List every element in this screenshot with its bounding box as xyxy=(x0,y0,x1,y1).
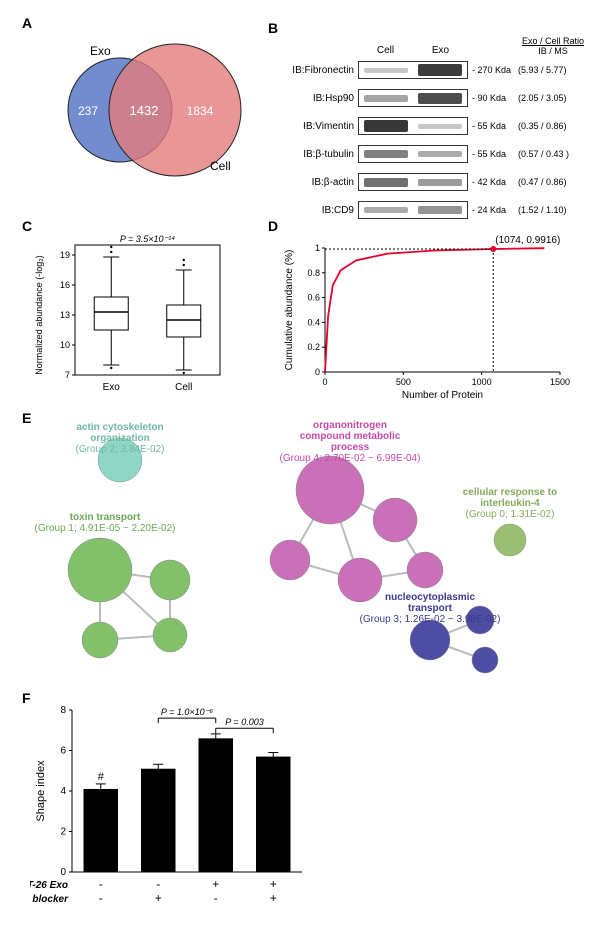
svg-text:1000: 1000 xyxy=(472,377,492,387)
svg-text:0: 0 xyxy=(315,367,320,377)
svg-text:P = 1.0×10⁻⁶: P = 1.0×10⁻⁶ xyxy=(161,707,213,717)
svg-text:+: + xyxy=(212,877,219,891)
kda-label: - 270 Kda xyxy=(468,65,518,75)
ratio-value: (0.35 / 0.86) xyxy=(518,121,588,131)
ratio-value: (1.52 / 1.10) xyxy=(518,205,588,215)
kda-label: - 55 Kda xyxy=(468,149,518,159)
svg-text:Exo: Exo xyxy=(103,382,121,393)
svg-text:0.6: 0.6 xyxy=(307,293,320,303)
col-exo: Exo xyxy=(413,45,468,56)
svg-text:FcR blocker: FcR blocker xyxy=(30,894,69,905)
blot-label: IB:Vimentin xyxy=(280,121,358,132)
svg-text:-: - xyxy=(99,891,103,905)
go-network: actin cytoskeletonorganization(Group 2; … xyxy=(30,420,570,680)
svg-text:1500: 1500 xyxy=(550,377,570,387)
svg-text:500: 500 xyxy=(396,377,411,387)
svg-text:0: 0 xyxy=(60,867,66,878)
kda-label: - 24 Kda xyxy=(468,205,518,215)
svg-text:Exo: Exo xyxy=(90,44,111,58)
svg-text:6: 6 xyxy=(60,746,66,757)
lane-box xyxy=(358,117,468,135)
boxplot: 7 10 13 16 19 Normalized abundance (-log₂) P =… xyxy=(30,230,230,400)
venn-diagram: Exo Cell 237 1432 1834 xyxy=(40,30,260,180)
svg-text:7: 7 xyxy=(65,370,70,380)
svg-text:Cell: Cell xyxy=(175,382,192,393)
svg-text:13: 13 xyxy=(60,310,70,320)
svg-text:237: 237 xyxy=(78,104,98,118)
svg-text:P = 0.003: P = 0.003 xyxy=(225,717,263,727)
blot-row: IB:CD9 - 24 Kda(1.52 / 1.10) xyxy=(280,198,590,222)
kda-label: - 90 Kda xyxy=(468,93,518,103)
ratio-sub: IB / MS xyxy=(518,46,588,56)
svg-text:0.4: 0.4 xyxy=(307,317,320,327)
blot-row: IB:Vimentin - 55 Kda(0.35 / 0.86) xyxy=(280,114,590,138)
lane-box xyxy=(358,173,468,191)
bar-chart: 0 2 4 6 8 Shape index # P = 1.0×10⁻⁶ P = 0.003 CT… xyxy=(30,700,310,920)
svg-text:19: 19 xyxy=(60,250,70,260)
svg-text:0: 0 xyxy=(322,377,327,387)
svg-text:+: + xyxy=(155,891,162,905)
svg-text:Shape index: Shape index xyxy=(35,760,47,822)
svg-text:-: - xyxy=(99,877,103,891)
lane-box xyxy=(358,89,468,107)
svg-text:toxin transport(Group 1; 4.91E: toxin transport(Group 1; 4.91E-05 ~ 2.20… xyxy=(35,512,176,534)
svg-text:8: 8 xyxy=(60,705,66,716)
svg-text:-: - xyxy=(214,891,218,905)
panel-b-label: B xyxy=(268,20,578,36)
svg-text:Number of Protein: Number of Protein xyxy=(402,390,483,400)
svg-text:0.2: 0.2 xyxy=(307,342,320,352)
kda-label: - 55 Kda xyxy=(468,121,518,131)
panel-b-blots: B Cell Exo Exo / Cell Ratio IB / MS IB:F… xyxy=(280,20,590,226)
svg-text:1: 1 xyxy=(315,243,320,253)
svg-text:CT-26 Exo: CT-26 Exo xyxy=(30,880,68,891)
blot-row: IB:Fibronectin - 270 Kda(5.93 / 5.77) xyxy=(280,58,590,82)
ratio-value: (0.47 / 0.86) xyxy=(518,177,588,187)
svg-text:actin cytoskeletonorganization: actin cytoskeletonorganization(Group 2; … xyxy=(76,422,165,455)
panel-d-label: D xyxy=(268,218,278,234)
svg-text:Cumulative abundance (%): Cumulative abundance (%) xyxy=(284,250,295,371)
svg-text:organonitrogencompound metabol: organonitrogencompound metabolicprocess(… xyxy=(280,420,421,464)
blot-label: IB:β-actin xyxy=(280,177,358,188)
lane-box xyxy=(358,201,468,219)
cumulative-curve: 0 500 1000 1500 0 0.2 0.4 0.6 0.8 1 Number of Prot… xyxy=(280,230,570,400)
svg-text:#: # xyxy=(98,771,105,783)
svg-text:10: 10 xyxy=(60,340,70,350)
svg-text:1834: 1834 xyxy=(187,104,214,118)
svg-text:(1074, 0.9916): (1074, 0.9916) xyxy=(495,235,560,246)
svg-text:+: + xyxy=(270,891,277,905)
svg-text:1432: 1432 xyxy=(130,103,159,118)
svg-text:cellular response tointerleuki: cellular response tointerleukin-4(Group … xyxy=(463,487,557,520)
panel-a-label: A xyxy=(22,15,32,31)
col-cell: Cell xyxy=(358,45,413,56)
svg-text:-: - xyxy=(156,877,160,891)
kda-label: - 42 Kda xyxy=(468,177,518,187)
ratio-header: Exo / Cell Ratio xyxy=(518,36,588,46)
lane-box xyxy=(358,61,468,79)
svg-text:2: 2 xyxy=(60,827,66,838)
blot-label: IB:Fibronectin xyxy=(280,65,358,76)
ratio-value: (2.05 / 3.05) xyxy=(518,93,588,103)
svg-text:+: + xyxy=(270,877,277,891)
blot-row: IB:Hsp90 - 90 Kda(2.05 / 3.05) xyxy=(280,86,590,110)
svg-text:P = 3.5×10⁻¹⁴: P = 3.5×10⁻¹⁴ xyxy=(120,234,175,244)
ratio-value: (0.57 / 0.43 ) xyxy=(518,149,588,159)
blot-row: IB:β-tubulin - 55 Kda(0.57 / 0.43 ) xyxy=(280,142,590,166)
ratio-value: (5.93 / 5.77) xyxy=(518,65,588,75)
blot-label: IB:β-tubulin xyxy=(280,149,358,160)
svg-text:Normalized abundance (-log₂): Normalized abundance (-log₂) xyxy=(34,255,44,375)
lane-box xyxy=(358,145,468,163)
blot-label: IB:CD9 xyxy=(280,205,358,216)
blot-row: IB:β-actin - 42 Kda(0.47 / 0.86) xyxy=(280,170,590,194)
svg-text:16: 16 xyxy=(60,280,70,290)
svg-text:4: 4 xyxy=(60,786,66,797)
svg-text:0.8: 0.8 xyxy=(307,268,320,278)
blot-label: IB:Hsp90 xyxy=(280,93,358,104)
svg-text:Cell: Cell xyxy=(210,159,231,173)
